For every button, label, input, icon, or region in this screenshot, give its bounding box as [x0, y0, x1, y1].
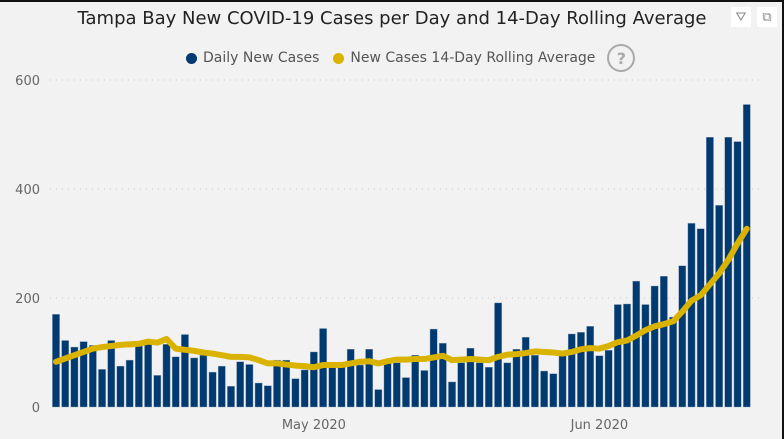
bar[interactable] [411, 355, 419, 408]
y-tick-label: 600 [15, 74, 40, 89]
bar[interactable] [604, 350, 613, 408]
bar[interactable] [356, 364, 364, 408]
y-tick-label: 400 [15, 183, 40, 198]
x-tick-label: Jun 2020 [570, 418, 629, 433]
bar[interactable] [696, 228, 705, 408]
bar[interactable] [346, 349, 355, 408]
bar[interactable] [457, 362, 466, 408]
bar[interactable] [374, 389, 383, 408]
bar[interactable] [291, 378, 300, 408]
bar[interactable] [310, 351, 318, 408]
bar[interactable] [429, 328, 438, 408]
bar[interactable] [171, 356, 180, 408]
bar[interactable] [549, 373, 558, 408]
bar[interactable] [623, 303, 631, 408]
bar[interactable] [577, 332, 585, 408]
bar[interactable] [687, 223, 696, 408]
bar[interactable] [337, 365, 346, 408]
bar[interactable] [586, 326, 594, 408]
bar[interactable] [208, 371, 217, 408]
bar[interactable] [254, 382, 263, 408]
bar[interactable] [439, 343, 447, 408]
bar[interactable] [264, 385, 272, 408]
bar[interactable] [79, 341, 88, 408]
bar[interactable] [650, 285, 659, 408]
bar[interactable] [190, 357, 198, 408]
y-tick-label: 200 [15, 292, 40, 307]
bar[interactable] [660, 276, 668, 408]
bar[interactable] [217, 365, 226, 408]
question-icon[interactable]: ? [607, 44, 636, 72]
bar[interactable] [485, 367, 493, 408]
bar[interactable] [641, 304, 650, 408]
bar[interactable] [383, 363, 392, 408]
bar[interactable] [135, 344, 143, 408]
bar[interactable] [678, 265, 687, 408]
legend-daily-label[interactable]: Daily New Cases [203, 50, 320, 66]
bar[interactable] [595, 355, 604, 408]
bar[interactable] [512, 349, 521, 408]
bar[interactable] [236, 361, 245, 408]
bar[interactable] [521, 337, 530, 408]
bar[interactable] [567, 333, 576, 408]
bar[interactable] [199, 355, 208, 408]
bar[interactable] [614, 304, 622, 408]
bar[interactable] [669, 316, 677, 408]
rolling-average-line [53, 225, 750, 371]
bar[interactable] [162, 344, 171, 408]
bar[interactable] [475, 362, 484, 408]
bar[interactable] [531, 355, 539, 408]
bar[interactable] [116, 365, 125, 408]
focus-mode-icon[interactable]: ⧉ [757, 7, 777, 27]
bar[interactable] [733, 141, 742, 408]
legend-marker-rolling [333, 52, 345, 64]
bar[interactable] [282, 359, 291, 408]
bar[interactable] [558, 355, 567, 408]
bar[interactable] [227, 386, 235, 408]
bar[interactable] [300, 369, 309, 408]
bar[interactable] [706, 137, 714, 408]
bar[interactable] [98, 369, 106, 408]
bar[interactable] [365, 349, 373, 408]
bar[interactable] [724, 137, 733, 408]
bar[interactable] [107, 340, 116, 408]
bar[interactable] [402, 377, 410, 408]
y-tick-label: 0 [32, 401, 40, 416]
bar[interactable] [420, 370, 429, 408]
bar[interactable] [448, 381, 456, 408]
bar[interactable] [144, 344, 152, 408]
bar[interactable] [540, 370, 548, 408]
legend-marker-daily [186, 52, 197, 64]
bar[interactable] [742, 104, 751, 408]
legend: Daily New Cases New Cases 14-Day Rolling… [186, 44, 636, 72]
bar[interactable] [273, 359, 281, 408]
legend-rolling-label[interactable]: New Cases 14-Day Rolling Average [350, 50, 596, 66]
bar[interactable] [125, 359, 134, 408]
bar[interactable] [61, 340, 70, 408]
bar[interactable] [632, 280, 641, 408]
bar[interactable] [70, 346, 79, 408]
x-tick-label: May 2020 [282, 418, 346, 433]
bar[interactable] [328, 365, 337, 408]
bar[interactable] [503, 362, 512, 408]
bar[interactable] [245, 364, 254, 408]
filter-icon[interactable]: ⛛ [731, 7, 751, 27]
bar[interactable] [153, 375, 162, 408]
bar[interactable] [89, 345, 97, 408]
bar[interactable] [181, 334, 189, 408]
chart-title: Tampa Bay New COVID-19 Cases per Day and… [77, 8, 707, 29]
bar[interactable] [715, 205, 723, 408]
bar[interactable] [466, 347, 475, 408]
bar[interactable] [392, 362, 401, 408]
